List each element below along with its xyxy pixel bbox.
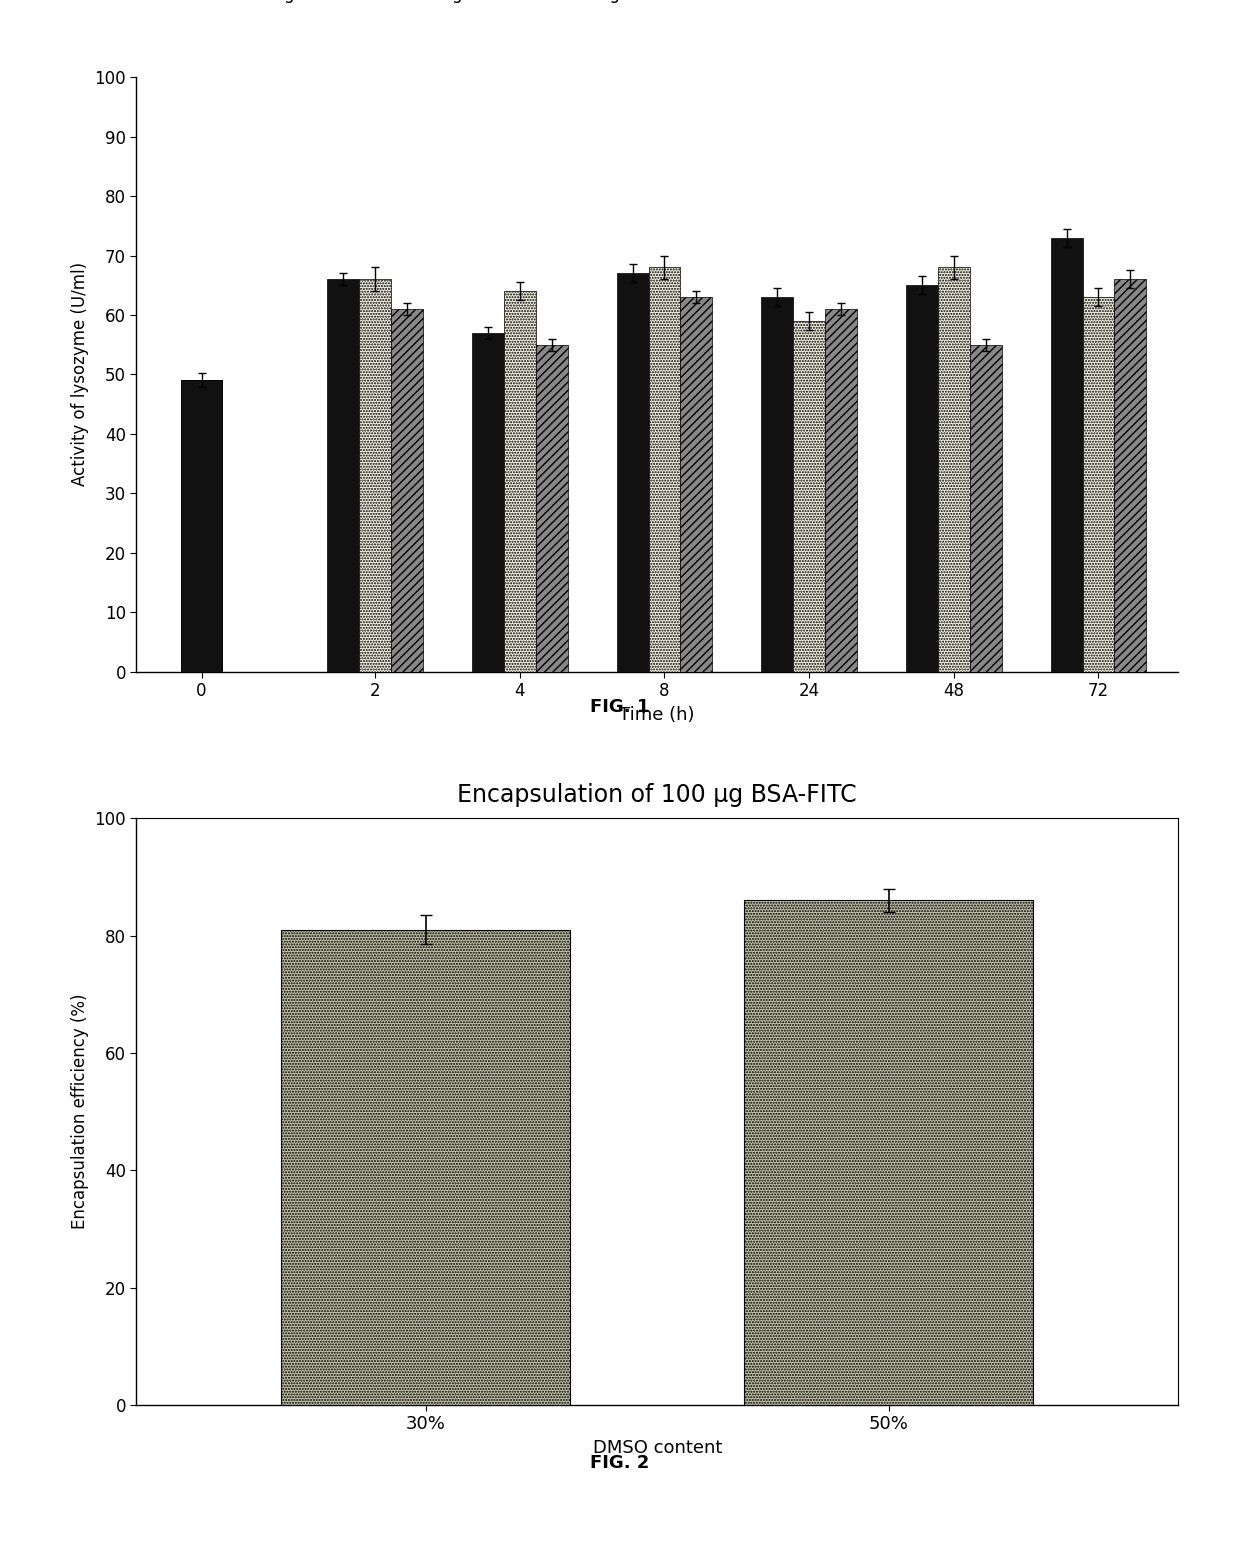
Text: FIG. 1: FIG. 1 [590, 698, 650, 716]
Bar [503, 292, 536, 672]
Bar [472, 334, 503, 672]
Bar [536, 344, 568, 672]
Bar [937, 267, 970, 672]
Bar [1083, 296, 1115, 672]
Title: Encapsulation of 100 μg BSA-FITC: Encapsulation of 100 μg BSA-FITC [458, 783, 857, 806]
Bar [391, 309, 423, 672]
Bar [327, 279, 360, 672]
Bar [761, 296, 794, 672]
Bar [1115, 279, 1146, 672]
Bar [1050, 238, 1083, 672]
Y-axis label: Activity of lysozyme (U/ml): Activity of lysozyme (U/ml) [71, 262, 89, 486]
Text: FIG. 2: FIG. 2 [590, 1454, 650, 1473]
Bar [794, 321, 825, 672]
Y-axis label: Encapsulation efficiency (%): Encapsulation efficiency (%) [71, 994, 89, 1229]
Bar [181, 380, 222, 672]
Bar [360, 279, 391, 672]
Bar [906, 286, 937, 672]
Legend: 25 degree C, 37 degree C, 4 degree C: 25 degree C, 37 degree C, 4 degree C [197, 0, 671, 9]
X-axis label: Time (h): Time (h) [620, 706, 694, 724]
Bar [616, 273, 649, 672]
X-axis label: DMSO content: DMSO content [593, 1439, 722, 1458]
Bar [649, 267, 681, 672]
Bar [681, 296, 712, 672]
Bar [825, 309, 857, 672]
Bar [970, 344, 1002, 672]
Bar [744, 900, 1033, 1405]
Bar [281, 929, 570, 1405]
